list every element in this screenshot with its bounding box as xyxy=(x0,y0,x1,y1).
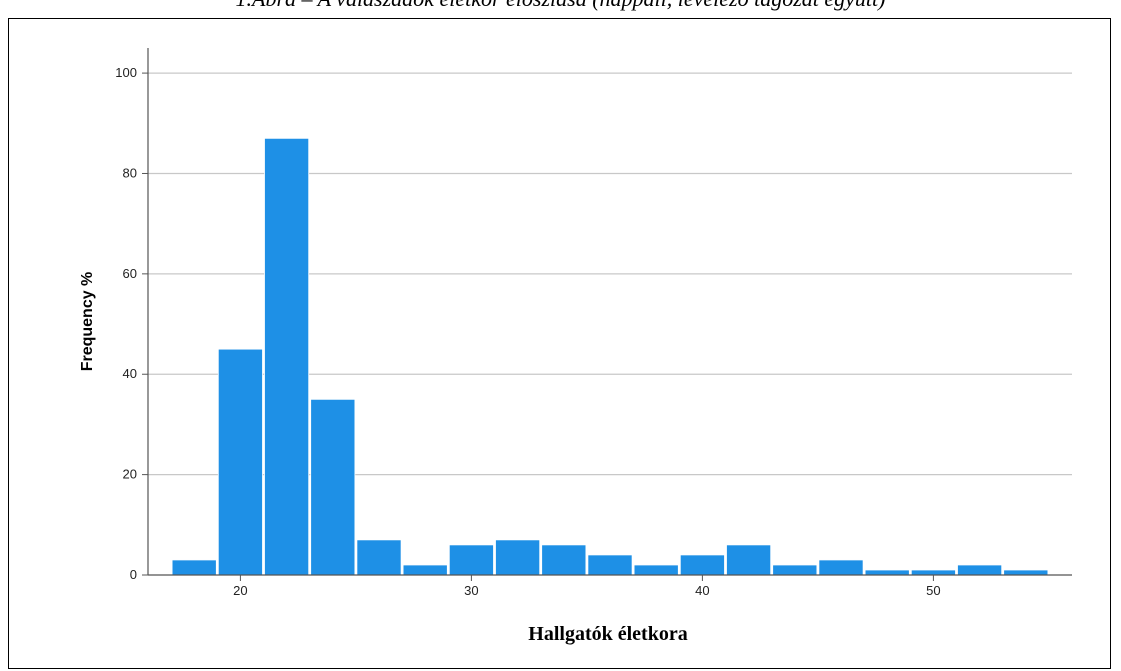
histogram-bar-16 xyxy=(864,569,910,576)
histogram-bar-3 xyxy=(264,137,310,576)
histogram-bar-4 xyxy=(310,398,356,576)
y-tick-label-80: 80 xyxy=(123,165,137,180)
histogram-bar-2 xyxy=(217,348,263,576)
histogram-bar-6 xyxy=(402,564,448,576)
histogram-bar-18 xyxy=(957,564,1003,576)
x-tick-label-50: 50 xyxy=(926,583,940,598)
y-tick-label-20: 20 xyxy=(123,467,137,482)
y-tick-label-40: 40 xyxy=(123,366,137,381)
x-tick-label-30: 30 xyxy=(464,583,478,598)
x-tick-label-40: 40 xyxy=(695,583,709,598)
x-tick-label-20: 20 xyxy=(233,583,247,598)
histogram-bar-19 xyxy=(1003,569,1049,576)
bars xyxy=(171,137,1049,576)
figure-caption: 1.Ábra – A válaszadók életkor eloszlása … xyxy=(0,0,1121,12)
histogram-bar-11 xyxy=(633,564,679,576)
histogram-bar-10 xyxy=(587,554,633,576)
histogram-bar-7 xyxy=(448,544,494,576)
histogram-bar-17 xyxy=(910,569,956,576)
y-tick-label-60: 60 xyxy=(123,266,137,281)
histogram-bar-14 xyxy=(772,564,818,576)
histogram-bar-9 xyxy=(541,544,587,576)
histogram-bar-5 xyxy=(356,539,402,576)
histogram-bar-8 xyxy=(495,539,541,576)
y-tick-label-0: 0 xyxy=(130,567,137,582)
histogram-bar-1 xyxy=(171,559,217,576)
histogram-bar-12 xyxy=(679,554,725,576)
x-axis-label: Hallgatók életkora xyxy=(528,623,687,645)
histogram-bar-13 xyxy=(726,544,772,576)
tick-labels: 0 20 40 60 80 100 20 30 40 50 xyxy=(115,65,940,598)
axes xyxy=(142,48,1072,581)
y-axis-label: Frequency % xyxy=(79,272,96,372)
histogram-bar-15 xyxy=(818,559,864,576)
y-tick-label-100: 100 xyxy=(115,65,137,80)
